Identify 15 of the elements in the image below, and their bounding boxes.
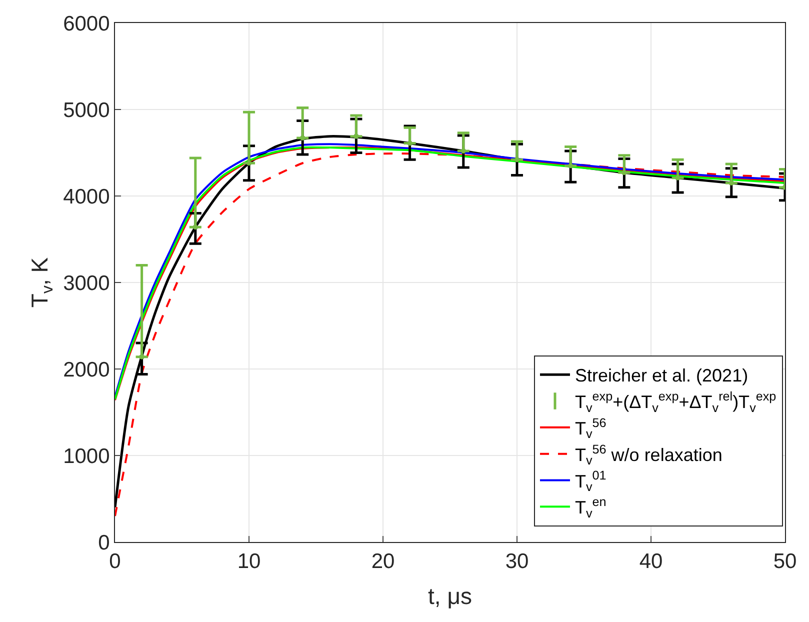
x-tick-label: 10 [237, 550, 261, 574]
x-tick-label: 40 [639, 550, 663, 574]
legend-label: T$_{v}$$^{56}$ w/o relaxation [574, 442, 722, 468]
x-tick-label: 30 [505, 550, 529, 574]
x-tick-label: 20 [371, 550, 395, 574]
y-tick-label: 0 [98, 531, 110, 554]
y-tick-label: 3000 [63, 272, 110, 295]
y-tick-label: 1000 [63, 444, 110, 468]
y-tick-label: 2000 [63, 358, 110, 382]
legend-label: Streicher et al. (2021) [574, 366, 748, 386]
x-axis-title: t, μs [428, 582, 472, 609]
y-tick-label: 5000 [63, 98, 110, 122]
y-tick-label: 6000 [63, 12, 110, 36]
y-tick-label: 4000 [63, 185, 110, 208]
x-tick-label: 50 [773, 550, 797, 574]
